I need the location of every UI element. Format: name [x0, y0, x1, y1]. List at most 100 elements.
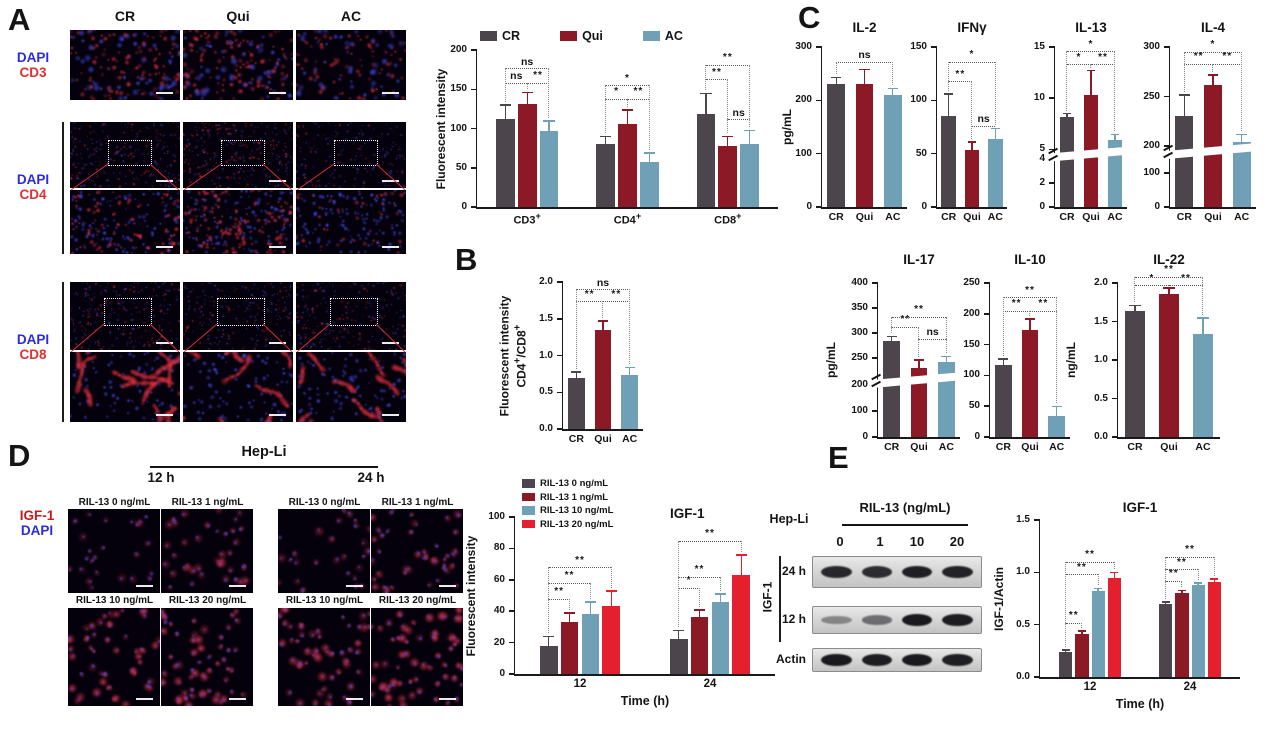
scale-bar	[269, 414, 286, 416]
lane-10: 10	[909, 534, 925, 549]
roi-box	[330, 298, 378, 326]
chart-il22: 0.0 0.5 1.0 1.5 2.0 CR Qui AC * ** ** ng/mL IL-22	[1060, 246, 1260, 478]
micro-24h-1ng	[371, 509, 463, 593]
micro-12h-20ng	[161, 608, 253, 706]
hep-li-underline	[150, 466, 378, 468]
chart-il17: 0 100 200 250 300 350 400 CR Qui AC ** ns ** pg/mL IL-…	[820, 246, 970, 478]
roi-box	[108, 140, 152, 166]
chart-il10: 0 50 100 150 200 250 CR Qui AC ** ** ** IL-10	[955, 246, 1080, 478]
scale-bar	[156, 246, 173, 248]
dapi-label: DAPI	[16, 172, 50, 187]
chart-legend: RIL-13 0 ng/mL RIL-13 1 ng/mL RIL-13 10 ng…	[522, 478, 613, 530]
row-label-igf1-dapi: IGF-1 DAPI	[10, 508, 64, 538]
micro-cd4-zoom-qui	[183, 190, 293, 254]
chart-ifng: 0 50 100 150 CR Qui AC ** ns * IFNγ	[905, 16, 1015, 228]
scale-bar	[136, 698, 153, 700]
micro-24h-10ng	[278, 608, 370, 706]
scale-bar	[229, 698, 246, 700]
row-label-dapi-cd4: DAPI CD4	[6, 172, 60, 202]
blot-igf1-24h	[812, 556, 982, 588]
micro-cd8-zoom-cr	[70, 352, 180, 422]
lane-20: 20	[949, 534, 965, 549]
scale-bar	[382, 180, 399, 182]
micro-12h-10ng	[68, 608, 160, 706]
scale-bar	[136, 585, 153, 587]
igf1-bracket-line	[779, 556, 781, 642]
cd3-label: CD3	[19, 65, 47, 81]
col-header-qui: Qui	[226, 8, 250, 24]
scale-bar	[269, 342, 286, 344]
panel-b-label: B	[455, 242, 478, 277]
cd8-label: CD8	[19, 347, 47, 363]
cd4-label: CD4	[19, 187, 47, 203]
dapi-label: DAPI	[20, 523, 54, 539]
dose-label-20: RIL-13 20 ng/mL	[378, 595, 457, 606]
dose-label-0: RIL-13 0 ng/mL	[288, 497, 361, 508]
hep-li-label: Hep-Li	[769, 512, 809, 526]
micro-24h-0ng	[278, 509, 370, 593]
dose-label-10: RIL-13 10 ng/mL	[285, 595, 364, 606]
blot-actin	[812, 648, 982, 672]
scale-bar	[439, 585, 456, 587]
roi-box	[217, 298, 265, 326]
blot-row-12h: 12 h	[781, 612, 806, 626]
chart-il4: 0 100 200 250 300 CR Qui AC ** ** * IL-4	[1135, 16, 1268, 228]
scale-bar	[156, 180, 173, 182]
roi-box	[221, 140, 265, 166]
panel-a-label: A	[8, 2, 31, 37]
scale-bar	[382, 92, 399, 94]
micro-12h-1ng	[161, 509, 253, 593]
scale-bar	[229, 585, 246, 587]
panel-d-label: D	[8, 438, 31, 473]
micro-cd3-qui	[183, 30, 293, 100]
panel-e-label: E	[828, 440, 849, 475]
blot-row-24h: 24 h	[781, 564, 806, 578]
scale-bar	[269, 180, 286, 182]
scale-bar	[269, 246, 286, 248]
lane-1: 1	[876, 534, 884, 549]
micro-cd4-zoom-cr	[70, 190, 180, 254]
scale-bar	[346, 585, 363, 587]
micro-cd3-ac	[296, 30, 406, 100]
hep-li-header: Hep-Li	[241, 444, 287, 460]
row-label-dapi-cd8: DAPI CD8	[6, 332, 60, 362]
ril13-header: RIL-13 (ng/mL)	[859, 500, 951, 515]
micro-24h-20ng	[371, 608, 463, 706]
dose-label-0: RIL-13 0 ng/mL	[78, 497, 151, 508]
scale-bar	[346, 698, 363, 700]
col-header-cr: CR	[114, 8, 136, 24]
time-12h-header: 12 h	[147, 470, 175, 485]
micro-cd8-zoom-qui	[183, 352, 293, 422]
scale-bar	[269, 92, 286, 94]
scale-bar	[156, 92, 173, 94]
micro-cd4-zoom-ac	[296, 190, 406, 254]
row-label-dapi-cd3: DAPI CD3	[6, 50, 60, 80]
chart-igf1-fluorescence: 0 20 40 60 80 100 12 24 ** ** ** * ** ** Fluorescent i…	[460, 472, 790, 744]
cd8-group-bracket	[62, 282, 64, 422]
dapi-label: DAPI	[16, 50, 50, 65]
chart-cd4-cd8-ratio: 0.0 0.5 1.0 1.5 2.0 CR Qui AC ** ** ns Fluorescent …	[490, 250, 655, 455]
micro-cd8-zoom-ac	[296, 352, 406, 422]
micro-12h-0ng	[68, 509, 160, 593]
micro-cd3-cr	[70, 30, 180, 100]
roi-box	[104, 298, 152, 326]
cd4-group-bracket	[62, 122, 64, 254]
scale-bar	[382, 342, 399, 344]
chart-il13: 0 2 4 5 10 15 CR Qui AC * ** * IL-13	[1020, 16, 1135, 228]
lane-0: 0	[836, 534, 844, 549]
col-header-ac: AC	[340, 8, 362, 24]
chart-fluorescent-intensity-tcells: 0 50 100 150 200 CD3+ CD4+ CD8+ ns ** ns * ** * ** ns **…	[430, 14, 790, 239]
panel-c-label: C	[798, 0, 821, 35]
igf1-bracket-label: IGF-1	[760, 581, 775, 613]
dose-label-1: RIL-13 1 ng/mL	[381, 497, 454, 508]
dapi-label: DAPI	[16, 332, 50, 347]
chart-igf1-actin-ratio: 0.0 0.5 1.0 1.5 12 24 ** ** ** ** ** ** IGF-1/Actin T…	[990, 472, 1268, 740]
scale-bar	[156, 342, 173, 344]
time-24h-header: 24 h	[357, 470, 385, 485]
scale-bar	[156, 414, 173, 416]
dose-label-1: RIL-13 1 ng/mL	[171, 497, 244, 508]
chart-legend: CR Qui AC	[480, 29, 683, 43]
dose-label-20: RIL-13 20 ng/mL	[168, 595, 247, 606]
blot-igf1-12h	[812, 606, 982, 634]
